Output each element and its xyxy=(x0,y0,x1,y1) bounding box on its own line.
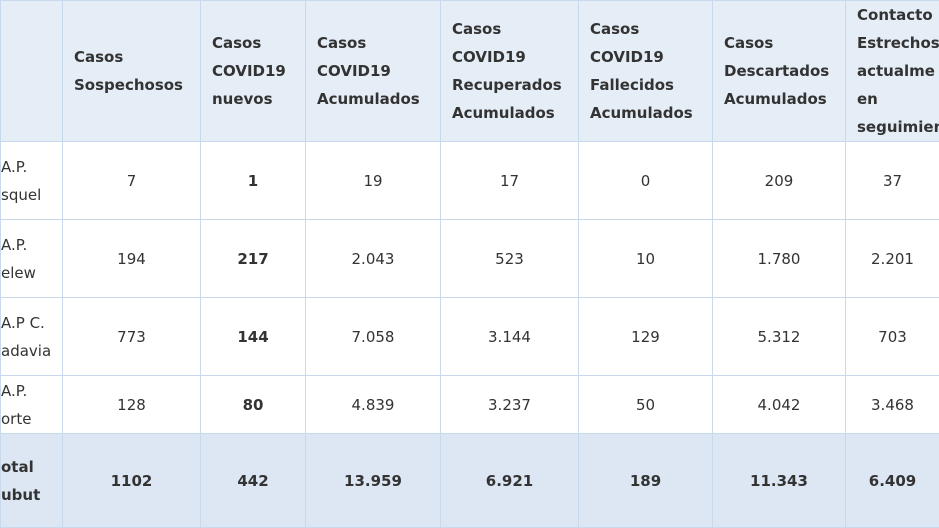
header-cell: Casos Descartados Acumulados xyxy=(713,1,846,142)
cell: 3.144 xyxy=(441,298,579,376)
header-cell: Casos COVID19 Fallecidos Acumulados xyxy=(579,1,713,142)
cell: 4.839 xyxy=(306,376,441,434)
cell: 7.058 xyxy=(306,298,441,376)
cell: 17 xyxy=(441,142,579,220)
cell: 217 xyxy=(201,220,306,298)
cell: 129 xyxy=(579,298,713,376)
row-label: A.P. orte xyxy=(1,376,63,434)
cell: 4.042 xyxy=(713,376,846,434)
header-cell: Contacto Estrechos actualme en seguimien xyxy=(846,1,939,142)
cell: 189 xyxy=(579,434,713,528)
cell: 773 xyxy=(63,298,201,376)
cell: 13.959 xyxy=(306,434,441,528)
cell: 442 xyxy=(201,434,306,528)
row-label: A.P C. adavia xyxy=(1,298,63,376)
cell: 2.043 xyxy=(306,220,441,298)
cell: 209 xyxy=(713,142,846,220)
cell: 50 xyxy=(579,376,713,434)
cell: 19 xyxy=(306,142,441,220)
cell: 194 xyxy=(63,220,201,298)
header-cell: Casos Sospechosos xyxy=(63,1,201,142)
header-cell: Casos COVID19 nuevos xyxy=(201,1,306,142)
row-label: A.P. squel xyxy=(1,142,63,220)
row-label: otal ubut xyxy=(1,434,63,528)
cell: 10 xyxy=(579,220,713,298)
cell: 523 xyxy=(441,220,579,298)
cell: 1.780 xyxy=(713,220,846,298)
cell: 1102 xyxy=(63,434,201,528)
row-label: A.P. elew xyxy=(1,220,63,298)
cell: 144 xyxy=(201,298,306,376)
cell: 37 xyxy=(846,142,939,220)
cell: 703 xyxy=(846,298,939,376)
cell: 5.312 xyxy=(713,298,846,376)
cell: 3.237 xyxy=(441,376,579,434)
cell: 1 xyxy=(201,142,306,220)
cell: 11.343 xyxy=(713,434,846,528)
cell: 7 xyxy=(63,142,201,220)
header-cell xyxy=(1,1,63,142)
header-cell: Casos COVID19 Recuperados Acumulados xyxy=(441,1,579,142)
cell: 0 xyxy=(579,142,713,220)
cell: 6.409 xyxy=(846,434,939,528)
cell: 80 xyxy=(201,376,306,434)
cell: 6.921 xyxy=(441,434,579,528)
cell: 3.468 xyxy=(846,376,939,434)
cell: 2.201 xyxy=(846,220,939,298)
cell: 128 xyxy=(63,376,201,434)
header-cell: Casos COVID19 Acumulados xyxy=(306,1,441,142)
